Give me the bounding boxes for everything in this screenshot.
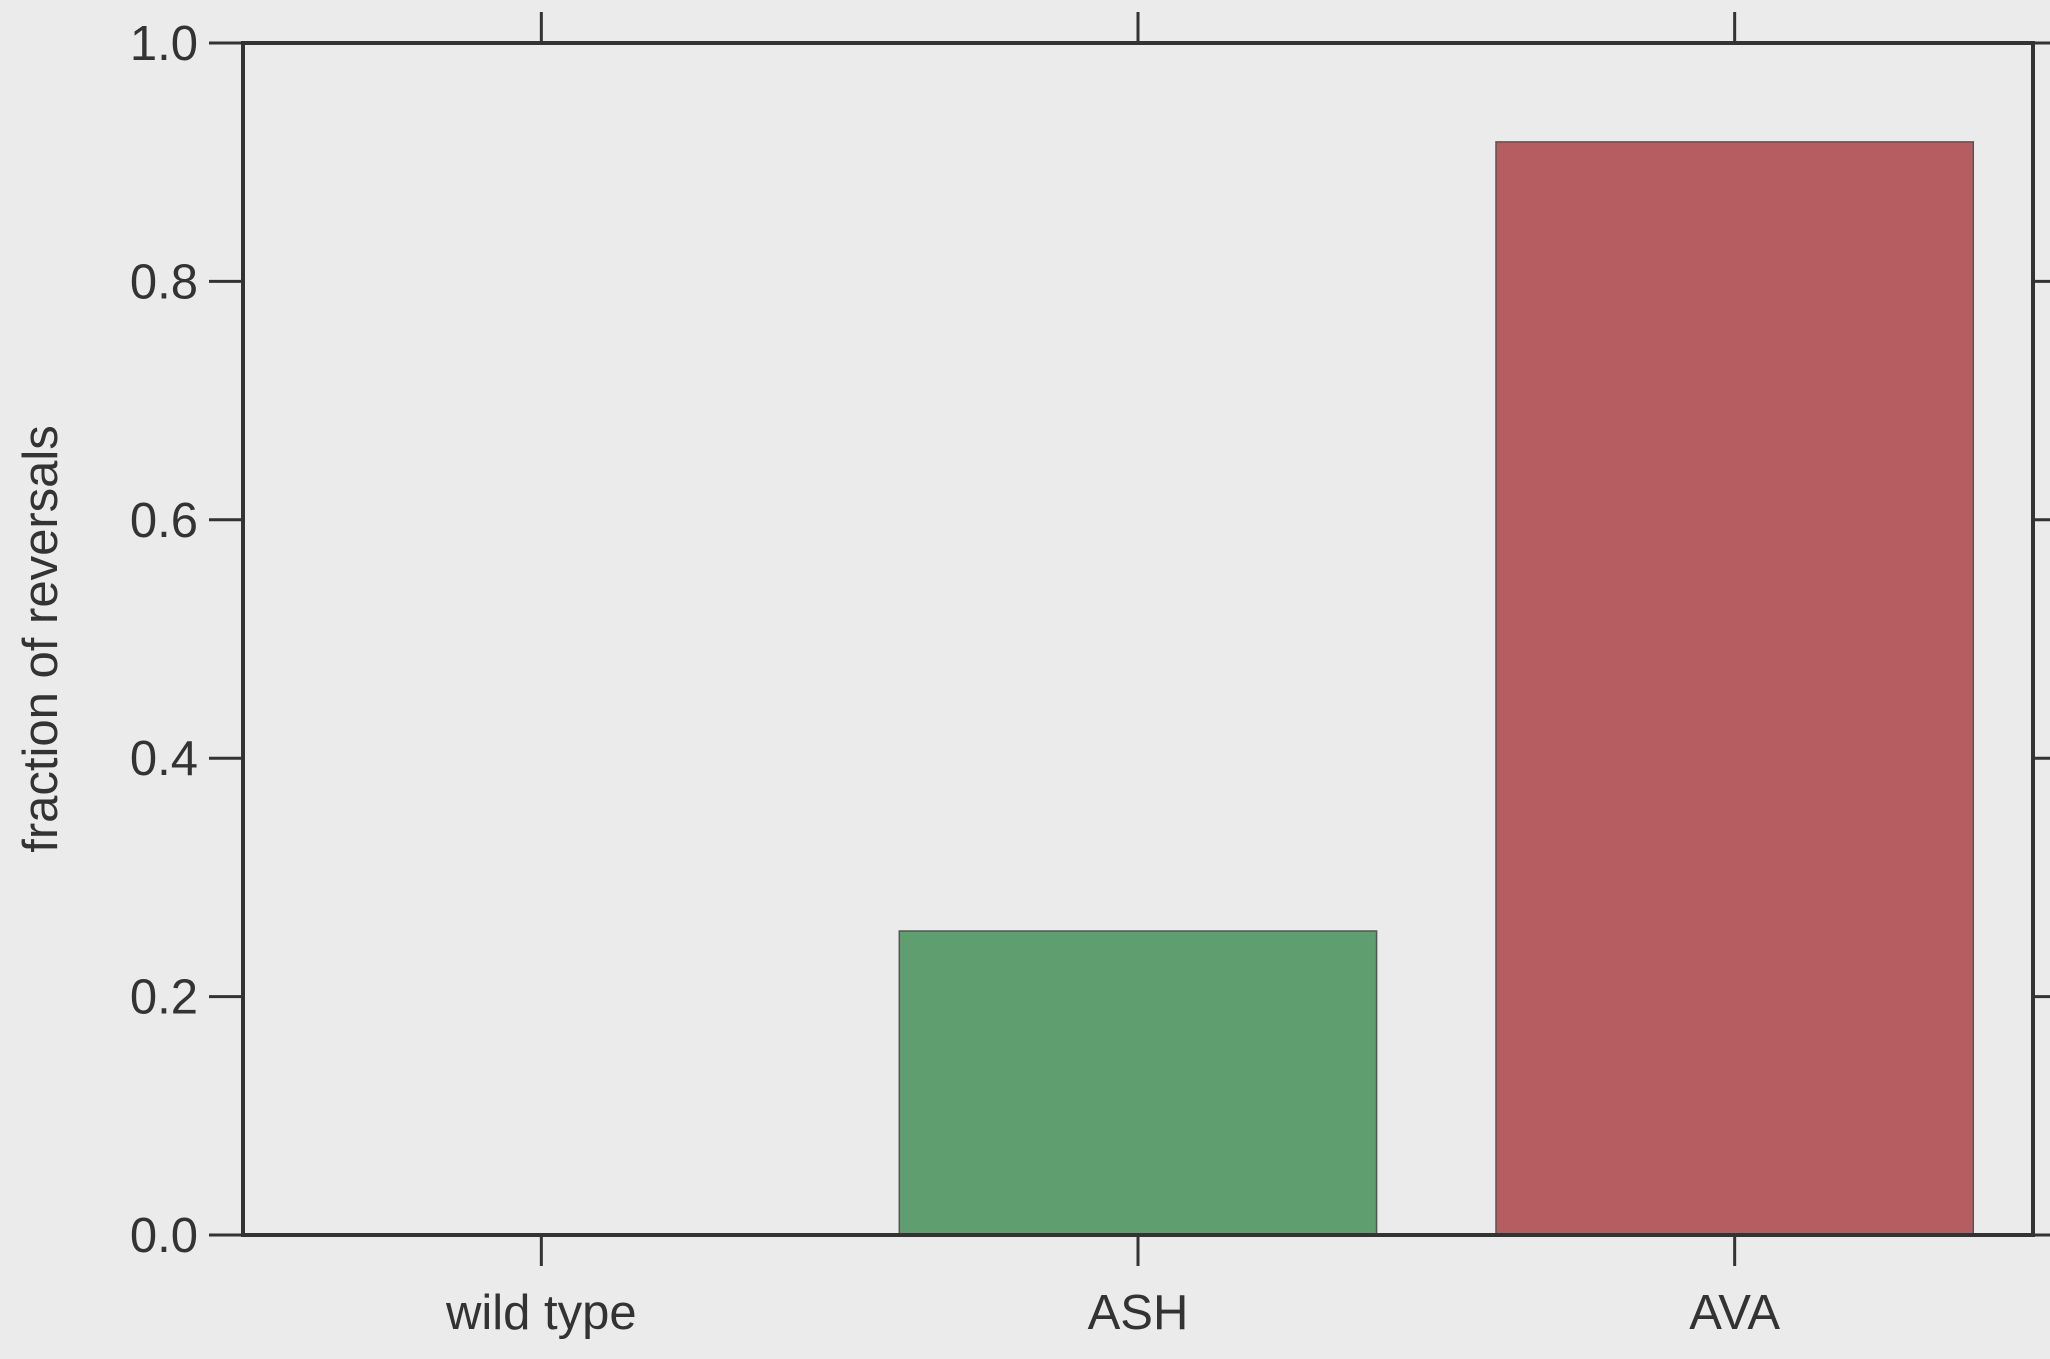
x-tick-label: ASH <box>1088 1286 1189 1340</box>
y-tick-label: 0.8 <box>130 255 198 309</box>
y-tick-label: 0.6 <box>130 494 198 548</box>
bar-ava <box>1495 141 1975 1236</box>
x-tick-label: wild type <box>445 1286 637 1340</box>
bar-ash <box>898 930 1378 1236</box>
y-tick-label: 1.0 <box>130 17 198 71</box>
y-tick-label: 0.4 <box>130 732 198 786</box>
x-tick-label: AVA <box>1689 1286 1780 1340</box>
y-axis-label: fraction of reversals <box>14 425 68 853</box>
y-ticks-group: 0.0 0.2 0.4 0.6 0.8 1.0 <box>130 17 2050 1263</box>
y-tick-label: 0.2 <box>130 971 198 1025</box>
bars-group <box>898 141 1975 1236</box>
x-ticks-group: wild type ASH AVA <box>445 12 1780 1340</box>
y-tick-label: 0.0 <box>130 1209 198 1263</box>
